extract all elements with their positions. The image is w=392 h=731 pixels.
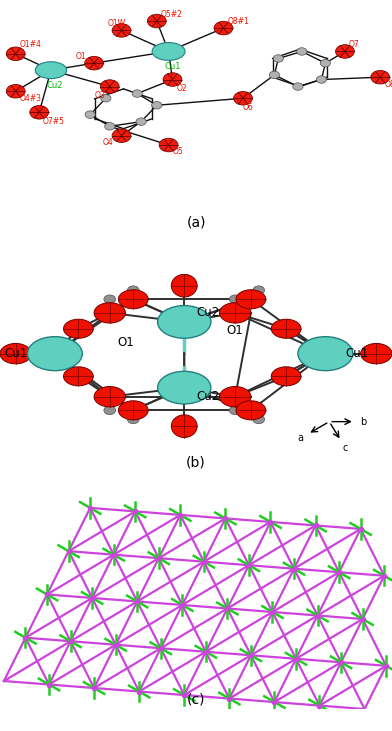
Ellipse shape (64, 367, 93, 386)
Ellipse shape (298, 337, 353, 371)
Ellipse shape (132, 90, 142, 97)
Text: O7#5: O7#5 (43, 117, 65, 126)
Ellipse shape (336, 45, 354, 58)
Text: O7: O7 (349, 40, 359, 49)
Text: b: b (361, 417, 367, 427)
Ellipse shape (236, 289, 266, 308)
Ellipse shape (158, 371, 211, 404)
Ellipse shape (105, 123, 115, 130)
Text: Cu1: Cu1 (345, 347, 368, 360)
Ellipse shape (269, 71, 279, 79)
Ellipse shape (214, 21, 233, 35)
Ellipse shape (297, 48, 307, 56)
Text: O1: O1 (76, 52, 86, 61)
Text: O8#1: O8#1 (227, 17, 249, 26)
Ellipse shape (171, 414, 197, 437)
Ellipse shape (104, 406, 116, 414)
Ellipse shape (27, 337, 82, 371)
Ellipse shape (0, 344, 31, 364)
Text: O1: O1 (117, 336, 134, 349)
Ellipse shape (118, 401, 148, 420)
Text: Cu2: Cu2 (196, 306, 220, 319)
Text: O8: O8 (384, 80, 392, 88)
Ellipse shape (35, 61, 67, 79)
Ellipse shape (273, 55, 283, 62)
Ellipse shape (94, 387, 125, 407)
Ellipse shape (171, 274, 197, 297)
Text: c: c (343, 443, 348, 452)
Ellipse shape (136, 118, 146, 126)
Text: O6: O6 (243, 103, 254, 112)
Text: Cu1: Cu1 (4, 347, 27, 360)
Ellipse shape (229, 406, 241, 414)
Text: O1#4: O1#4 (20, 40, 42, 49)
Ellipse shape (271, 319, 301, 338)
Ellipse shape (85, 56, 103, 70)
Text: O4#3: O4#3 (20, 94, 42, 102)
Text: Cu1: Cu1 (164, 62, 181, 71)
Text: O1W: O1W (107, 19, 125, 28)
Ellipse shape (163, 73, 182, 86)
Text: O5: O5 (172, 148, 183, 156)
Ellipse shape (220, 303, 251, 323)
Text: O1: O1 (227, 325, 243, 338)
Ellipse shape (6, 47, 25, 61)
Ellipse shape (234, 91, 252, 105)
Ellipse shape (152, 102, 162, 109)
Ellipse shape (118, 289, 148, 308)
Ellipse shape (94, 303, 125, 323)
Text: Cu2: Cu2 (47, 80, 63, 90)
Text: (a): (a) (186, 215, 206, 230)
Ellipse shape (320, 59, 330, 67)
Ellipse shape (112, 23, 131, 37)
Text: Cu2: Cu2 (196, 390, 220, 404)
Ellipse shape (147, 15, 166, 28)
Ellipse shape (6, 85, 25, 98)
Ellipse shape (64, 319, 93, 338)
Ellipse shape (293, 83, 303, 91)
Ellipse shape (127, 286, 139, 295)
Ellipse shape (253, 286, 265, 295)
Ellipse shape (152, 42, 185, 61)
Ellipse shape (85, 111, 95, 118)
Text: (b): (b) (186, 455, 206, 469)
Ellipse shape (159, 138, 178, 152)
Ellipse shape (316, 76, 327, 83)
Text: O2: O2 (176, 84, 187, 94)
Text: O5#2: O5#2 (161, 10, 183, 19)
Ellipse shape (100, 80, 119, 94)
Ellipse shape (220, 387, 251, 407)
Ellipse shape (158, 306, 211, 338)
Ellipse shape (127, 415, 139, 424)
Ellipse shape (253, 415, 265, 424)
Text: O3: O3 (95, 91, 106, 100)
Ellipse shape (104, 295, 116, 303)
Ellipse shape (229, 295, 241, 303)
Ellipse shape (236, 401, 266, 420)
Ellipse shape (101, 94, 111, 102)
Text: O4: O4 (103, 138, 114, 147)
Ellipse shape (271, 367, 301, 386)
Text: a: a (297, 433, 303, 444)
Ellipse shape (30, 105, 49, 119)
Ellipse shape (371, 70, 390, 84)
Text: (c): (c) (187, 693, 205, 707)
Ellipse shape (361, 344, 392, 364)
Ellipse shape (112, 129, 131, 143)
